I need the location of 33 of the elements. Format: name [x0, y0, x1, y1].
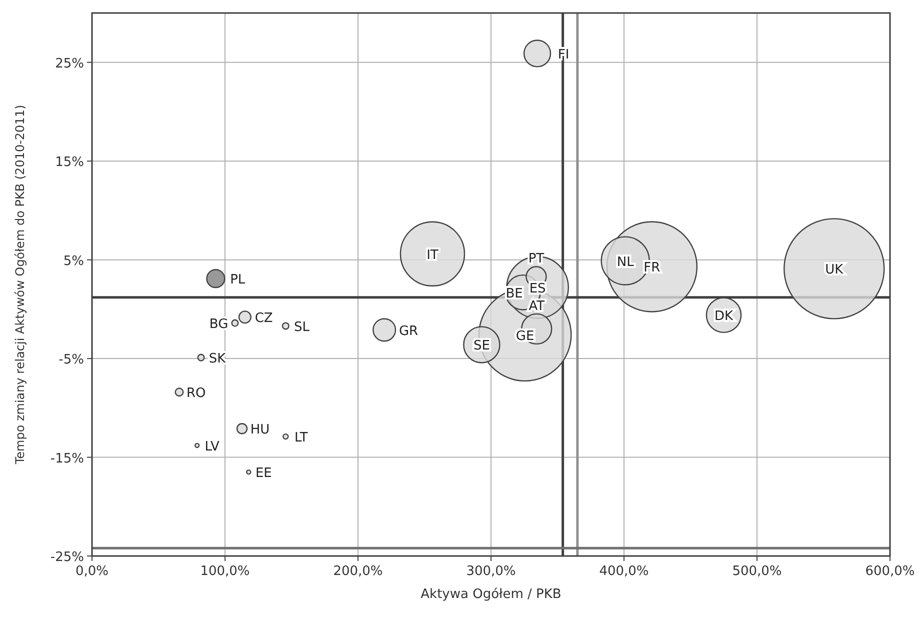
- x-tick-label: 400,0%: [599, 564, 649, 579]
- series-label: EE: [255, 466, 272, 482]
- y-tick-label: -5%: [58, 352, 84, 368]
- series-label: UK: [825, 262, 844, 278]
- y-tick-label: 5%: [63, 254, 84, 269]
- series-label: BG: [209, 317, 228, 332]
- x-tick-label: 600,0%: [865, 564, 915, 579]
- series-label: GR: [398, 324, 418, 339]
- x-tick-label: 100,0%: [200, 564, 250, 579]
- x-tick-label: 300,0%: [466, 564, 516, 579]
- y-tick-label: -15%: [50, 451, 84, 466]
- series-label: BE: [506, 286, 523, 302]
- y-tick-label: 25%: [55, 56, 84, 72]
- series-label: HU: [250, 422, 270, 438]
- series-label: SE: [473, 338, 490, 354]
- series-label: RO: [186, 386, 206, 402]
- y-tick-label: -25%: [50, 550, 84, 565]
- series-label: AT: [528, 298, 545, 314]
- series-label: CZ: [254, 311, 273, 326]
- series-label: DK: [714, 309, 734, 324]
- x-axis-title: Aktywa Ogółem / PKB: [420, 587, 562, 602]
- series-label: LV: [204, 439, 220, 454]
- y-axis-title: Tempo zmiany relacji Aktywów Ogółem do PKB (2010-2011): [13, 104, 27, 466]
- series-label: PL: [230, 272, 246, 288]
- x-tick-label: 0,0%: [75, 564, 109, 579]
- y-tick-label: 15%: [55, 155, 84, 170]
- x-tick-label: 200,0%: [333, 564, 383, 579]
- x-tick-label: 500,0%: [732, 564, 782, 579]
- series-label: SL: [294, 320, 310, 335]
- series-label: NL: [616, 254, 635, 270]
- series-label: LT: [294, 430, 308, 446]
- series-label: IT: [426, 248, 438, 263]
- series-label: SK: [208, 352, 226, 367]
